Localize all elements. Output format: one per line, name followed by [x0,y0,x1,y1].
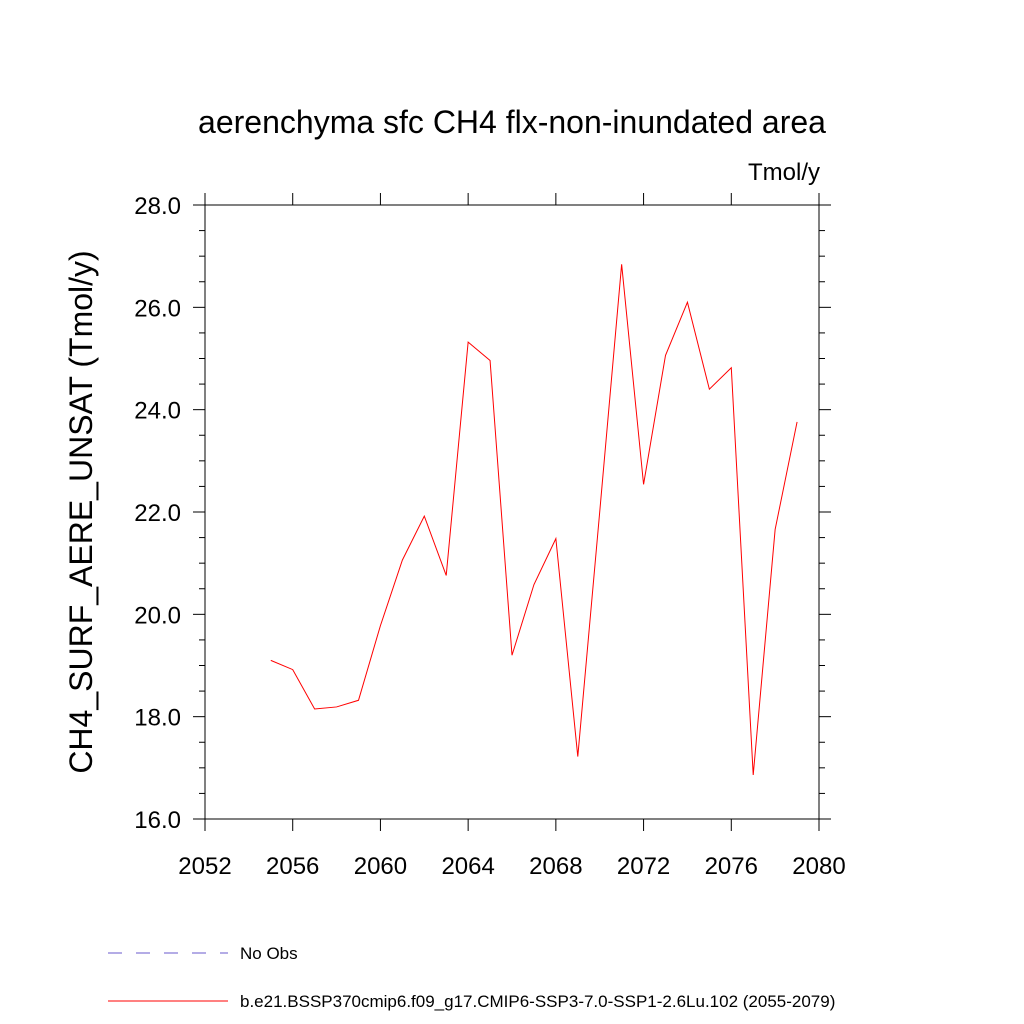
series-line [270,264,798,776]
y-axis-label: CH4_SURF_AERE_UNSAT (Tmol/y) [63,250,99,773]
legend: No Obs b.e21.BSSP370cmip6.f09_g17.CMIP6-… [108,944,835,1011]
y-tick-label: 20.0 [134,602,181,629]
x-tick-label: 2052 [178,853,231,880]
series-layer [270,264,798,776]
x-tick-label: 2064 [441,853,494,880]
chart-title: aerenchyma sfc CH4 flx-non-inundated are… [198,104,826,140]
legend-label-model-run: b.e21.BSSP370cmip6.f09_g17.CMIP6-SSP3-7.… [240,992,835,1011]
plot-frame [204,204,820,820]
x-tick-label: 2080 [792,853,845,880]
y-tick-label: 28.0 [134,193,181,220]
x-tick-label: 2056 [266,853,319,880]
legend-label-no-obs: No Obs [240,944,298,963]
y-axis-ticks: 16.0 18.0 20.0 22.0 24.0 26.0 28.0 [134,193,831,834]
x-tick-label: 2068 [529,853,582,880]
x-tick-label: 2072 [617,853,670,880]
units-label: Tmol/y [748,159,820,186]
y-tick-label: 22.0 [134,500,181,527]
y-tick-label: 24.0 [134,398,181,425]
y-tick-label: 16.0 [134,807,181,834]
y-tick-label: 18.0 [134,705,181,732]
y-tick-label: 26.0 [134,295,181,322]
x-axis-ticks: 2052 2056 2060 2064 2068 2072 2076 2080 [178,193,846,880]
x-tick-label: 2076 [705,853,758,880]
x-tick-label: 2060 [354,853,407,880]
